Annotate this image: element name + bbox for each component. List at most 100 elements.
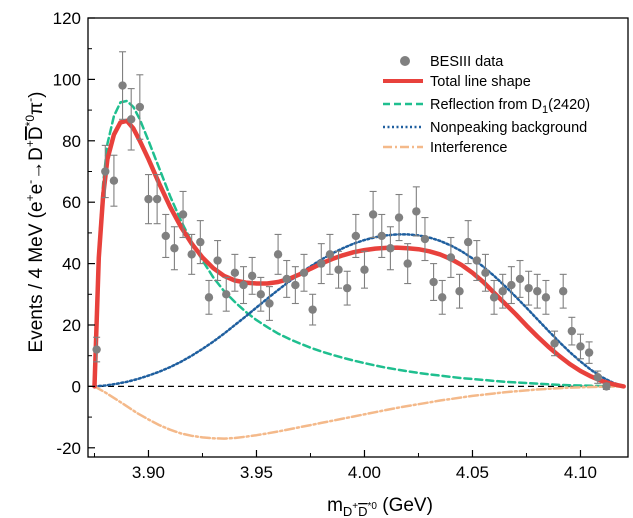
data-point [291, 266, 300, 305]
data-marker [593, 372, 602, 382]
data-marker [196, 237, 205, 247]
data-point [109, 154, 119, 207]
data-point [559, 273, 568, 309]
data-marker [498, 287, 507, 296]
data-marker [472, 256, 481, 265]
data-marker [178, 210, 188, 219]
data-point [282, 259, 291, 298]
data-point [299, 253, 309, 292]
data-point [429, 263, 438, 301]
data-marker [92, 345, 101, 354]
data-point [498, 273, 507, 309]
x-tick-label: 4.10 [564, 463, 597, 482]
data-point [481, 253, 490, 292]
axis-ticks: 3.90 3.95 4.00 4.05 4.10 -20 0 20 40 60 80 100 120 [53, 9, 597, 482]
y-axis-title: Events / 4 MeV (e+e-→D+D*0π-) [23, 92, 47, 353]
data-marker [429, 277, 438, 287]
x-tick-label: 4.05 [456, 463, 489, 482]
data-point [533, 273, 542, 309]
data-point [247, 256, 257, 295]
data-point [463, 220, 473, 265]
data-marker [550, 339, 559, 348]
data-marker [507, 280, 516, 290]
data-point [178, 190, 188, 239]
data-point [127, 88, 136, 151]
data-point [593, 370, 602, 384]
data-point [412, 186, 421, 237]
data-point [403, 243, 412, 285]
data-marker [135, 102, 145, 112]
data-point [550, 330, 559, 357]
x-tick-label: 3.90 [132, 463, 165, 482]
data-marker [152, 194, 162, 204]
plot-frame [87, 17, 629, 458]
data-point [420, 216, 430, 262]
data-marker [567, 326, 577, 336]
data-point [187, 233, 196, 275]
data-marker [394, 213, 404, 222]
data-marker [239, 280, 248, 290]
data-point [230, 253, 240, 292]
data-marker [247, 271, 257, 281]
x-tick-label: 3.95 [240, 463, 273, 482]
data-marker [420, 234, 430, 244]
data-point [256, 276, 265, 312]
data-marker [299, 268, 309, 278]
data-point [92, 336, 101, 363]
data-marker [584, 348, 594, 357]
legend-label-interference: Interference [430, 140, 507, 156]
data-point [265, 286, 274, 321]
data-point [386, 226, 395, 271]
legend-label-data: BESIII data [430, 54, 504, 70]
data-marker [213, 256, 222, 265]
legend: BESIII data Total line shape Reflection … [383, 54, 590, 156]
data-point [308, 293, 317, 326]
data-marker [265, 299, 274, 308]
data-marker [325, 250, 335, 259]
data-marker [541, 293, 551, 302]
data-point [204, 279, 214, 315]
data-point [135, 74, 145, 140]
data-point [524, 270, 533, 306]
data-marker [273, 250, 283, 259]
data-marker [343, 283, 352, 293]
series-nonpeaking-background [93, 233, 625, 388]
y-tick-label: 120 [53, 9, 81, 28]
data-point [602, 382, 611, 391]
legend-label-background: Nonpeaking background [430, 120, 587, 136]
data-marker [291, 280, 300, 290]
legend-marker-data [400, 56, 410, 66]
data-point [394, 193, 404, 242]
data-marker [463, 237, 473, 247]
data-marker [118, 81, 127, 90]
data-point [377, 213, 386, 259]
data-point [472, 240, 481, 282]
data-marker [334, 265, 343, 274]
data-point [144, 174, 153, 225]
data-point [515, 259, 525, 298]
data-marker [576, 342, 585, 351]
data-points-layer [92, 51, 611, 391]
data-point [161, 213, 170, 259]
x-tick-label: 4.00 [348, 463, 381, 482]
y-tick-label: 20 [62, 316, 81, 335]
data-point [507, 266, 516, 305]
data-point [343, 270, 352, 306]
data-marker [308, 305, 317, 314]
data-marker [144, 194, 153, 204]
data-marker [317, 259, 326, 268]
y-tick-label: 60 [62, 193, 81, 212]
data-marker [351, 231, 361, 241]
data-point [273, 233, 283, 275]
data-point [489, 279, 499, 315]
data-marker [368, 210, 378, 219]
data-marker [222, 290, 231, 299]
data-marker [455, 287, 464, 296]
data-point [541, 279, 551, 315]
data-marker [403, 259, 412, 268]
data-marker [127, 115, 136, 124]
data-marker [559, 287, 568, 296]
series-layer [92, 99, 626, 440]
x-axis-title: mD+D*0 (GeV) [327, 495, 433, 518]
data-point [325, 233, 335, 275]
